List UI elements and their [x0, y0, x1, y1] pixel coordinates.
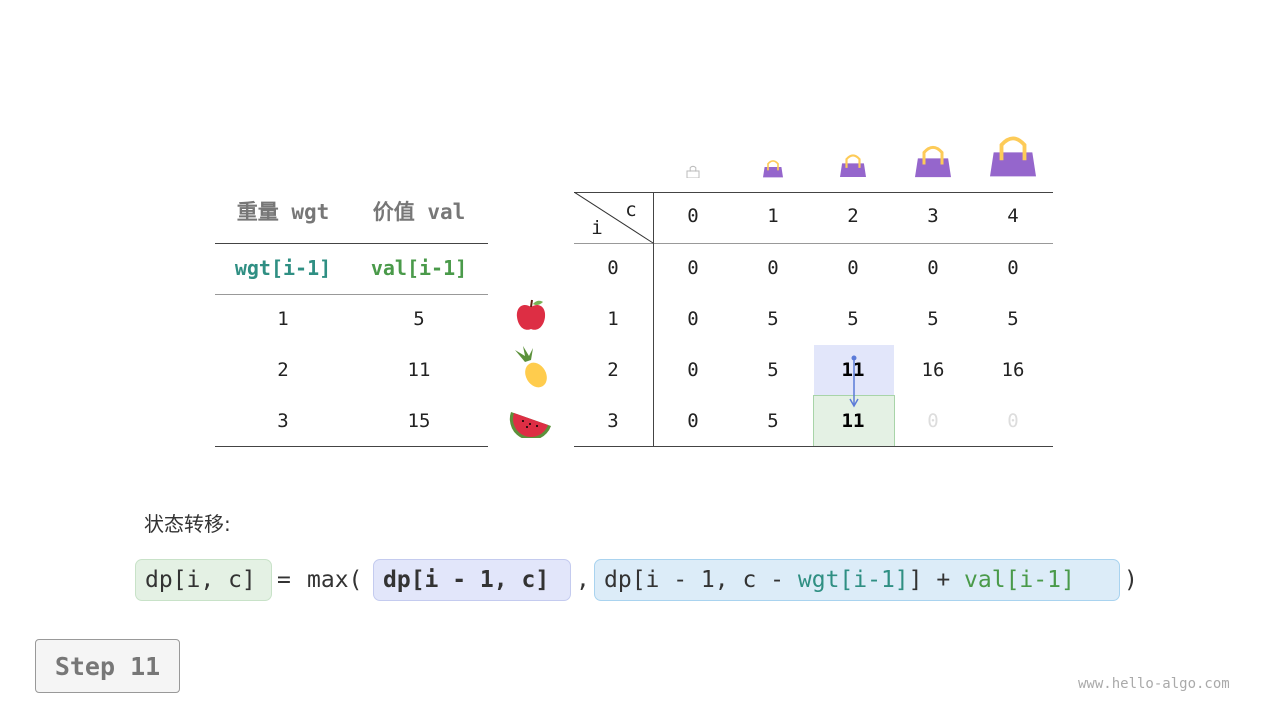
dp-cell: 5 [1007, 308, 1019, 330]
subheader-val: val[i-1] [370, 256, 468, 280]
row-header: 0 [607, 257, 619, 279]
subheader-wgt: wgt[i-1] [234, 256, 332, 280]
corner-row-label: i [591, 217, 603, 239]
watermelon-icon [509, 412, 551, 438]
formula-arg1: dp[i - 1, c] [373, 559, 571, 601]
bag-icon [990, 136, 1036, 177]
cell: 1 [277, 308, 289, 330]
corner-col-label: c [625, 199, 637, 221]
row-header: 2 [607, 359, 619, 381]
arg2-wgt: wgt[i-1] [797, 567, 909, 593]
dp-cell: 0 [687, 359, 699, 381]
cell: 3 [277, 410, 289, 432]
bag-icon [840, 154, 866, 178]
row-header: 1 [607, 308, 619, 330]
dp-cell: 11 [841, 410, 865, 432]
dp-cell: 5 [767, 410, 779, 432]
header-weight: 重量 wgt [236, 200, 330, 224]
dp-cell: 16 [921, 359, 945, 381]
apple-icon [516, 299, 546, 330]
formula-eq: = [277, 567, 291, 593]
formula-arg2: dp[i - 1, c - wgt[i-1]] + val[i-1] [594, 559, 1120, 601]
dp-cell: 5 [927, 308, 939, 330]
dp-cell: 0 [927, 410, 939, 432]
dp-cell: 0 [1007, 410, 1019, 432]
arrow-down-icon [849, 355, 859, 408]
empty-bag-icon [686, 165, 700, 178]
dp-cell: 5 [767, 359, 779, 381]
arg2-text: ] + [908, 567, 965, 593]
cell: 15 [407, 410, 431, 432]
dp-cell: 5 [767, 308, 779, 330]
cell: 11 [407, 359, 431, 381]
pineapple-icon [515, 346, 547, 388]
formula-max: max( [307, 567, 363, 593]
watermark: www.hello-algo.com [1078, 676, 1230, 692]
formula-lhs: dp[i, c] [135, 559, 272, 601]
step-button[interactable]: Step 11 [35, 639, 180, 693]
bag-icon [763, 160, 783, 178]
col-header: 1 [767, 205, 779, 227]
row-header: 3 [607, 410, 619, 432]
corner-diagonal [574, 192, 654, 244]
col-header: 0 [687, 205, 699, 227]
header-value: 价值 val [372, 200, 466, 224]
arg2-val: val[i-1] [964, 567, 1075, 593]
dp-cell: 11 [841, 359, 865, 381]
dp-cell: 0 [1007, 257, 1019, 279]
dp-cell: 16 [1001, 359, 1025, 381]
dp-cell: 0 [687, 410, 699, 432]
dp-cell: 0 [687, 308, 699, 330]
formula-close: ) [1124, 567, 1138, 593]
dp-cell: 0 [847, 257, 859, 279]
dp-cell: 0 [767, 257, 779, 279]
col-header: 4 [1007, 205, 1019, 227]
bag-icon [915, 145, 951, 177]
formula-comma: , [576, 567, 590, 593]
arg2-text: dp[i - 1, c - [604, 567, 798, 593]
dp-cell: 0 [927, 257, 939, 279]
col-header: 3 [927, 205, 939, 227]
dp-cell: 0 [687, 257, 699, 279]
col-header: 2 [847, 205, 859, 227]
cell: 2 [277, 359, 289, 381]
dp-cell: 5 [847, 308, 859, 330]
cell: 5 [413, 308, 425, 330]
transition-label: 状态转移: [144, 512, 231, 536]
